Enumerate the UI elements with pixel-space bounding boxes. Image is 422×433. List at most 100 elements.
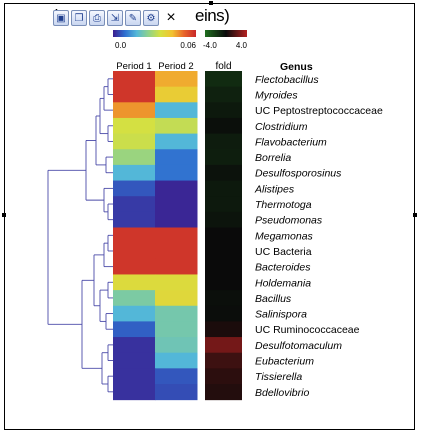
row-label: Bdellovibrio — [255, 387, 309, 399]
row-label: Holdemania — [255, 277, 311, 289]
row-label: UC Bacteria — [255, 246, 312, 258]
heatmap-cell — [155, 384, 198, 401]
row-label: Myroides — [255, 89, 298, 101]
save-icon[interactable]: ▣ — [53, 10, 69, 26]
heatmap-cell — [113, 102, 156, 119]
heatmap-cell — [113, 290, 156, 307]
heatmap-cell — [155, 117, 198, 135]
column-headers: Period 1 Period 2 fold Genus — [116, 61, 313, 73]
row-label: Thermotoga — [255, 199, 312, 211]
row-label: Flavobacterium — [255, 136, 327, 148]
heatmap-cell — [155, 196, 198, 213]
resize-handle-left[interactable] — [2, 213, 6, 217]
heatmap-cell — [113, 274, 156, 291]
fold-cell — [205, 274, 242, 291]
heatmap-cell — [155, 211, 198, 228]
row-labels: Flectobacillus Myroides UC Peptostreptococ… — [254, 74, 383, 399]
heatmap-cell — [155, 133, 198, 150]
fold-cell — [205, 305, 242, 322]
row-label: Bacillus — [255, 293, 292, 305]
fold-cell — [205, 117, 242, 135]
fold-cell — [205, 352, 242, 369]
row-label: Tissierella — [255, 371, 302, 383]
fold-cell — [205, 164, 242, 182]
fold-cell — [205, 243, 242, 260]
heatmap-cell — [155, 227, 198, 244]
fold-cell — [205, 133, 242, 150]
heatmap-cell — [113, 243, 156, 260]
resize-handle-top[interactable] — [209, 1, 213, 5]
heatmap-cell — [155, 258, 198, 275]
heatmap-cell — [113, 227, 156, 244]
heatmap-cell — [155, 149, 198, 166]
fold-cell — [205, 86, 242, 103]
fold-min-label: -4.0 — [203, 41, 217, 50]
edit-icon[interactable]: ✎ — [125, 10, 141, 26]
settings-icon[interactable]: ⚙ — [143, 10, 159, 26]
dendrogram — [47, 78, 113, 393]
row-label: Eubacterium — [255, 356, 314, 368]
fold-cell — [205, 337, 242, 354]
row-label: Megamonas — [255, 230, 314, 242]
heatmap-cell — [113, 305, 156, 322]
fold-max-label: 4.0 — [236, 41, 248, 50]
row-label: Desulfotomaculum — [255, 340, 342, 352]
heatmap-cell — [155, 274, 198, 291]
column-header-period-2: Period 2 — [158, 61, 193, 72]
fold-cell — [205, 102, 242, 119]
heatmap-cell — [113, 368, 156, 385]
heatmap-cell — [113, 71, 156, 88]
heatmap-cell — [155, 86, 198, 103]
heatmap-cell — [155, 180, 198, 197]
heatmap-cell — [155, 352, 198, 369]
column-header-period-1: Period 1 — [116, 61, 151, 72]
row-label: Desulfosporosinus — [255, 168, 342, 180]
row-label: UC Ruminococcaceae — [255, 324, 360, 336]
row-label: Pseudomonas — [255, 215, 323, 227]
fold-cell — [205, 180, 242, 197]
fold-cell — [205, 258, 242, 275]
heatmap-cell — [113, 180, 156, 197]
title-fragment: eins) — [195, 6, 230, 25]
heatmap-cell — [113, 164, 156, 182]
copy-icon[interactable]: ❐ — [71, 10, 87, 26]
row-label: Alistipes — [254, 183, 295, 195]
heatmap-cell — [155, 164, 198, 182]
heatmap-cell — [113, 337, 156, 354]
fold-cell — [205, 290, 242, 307]
heatmap-cell — [155, 243, 198, 260]
heatmap-cells — [113, 71, 242, 401]
fold-cell — [205, 71, 242, 88]
abundance-min-label: 0.0 — [115, 41, 127, 50]
column-header-fold: fold — [215, 61, 231, 72]
close-icon[interactable]: × — [166, 9, 176, 26]
row-label: Bacteroides — [255, 262, 311, 274]
row-label: UC Peptostreptococcaceae — [255, 105, 383, 117]
export-icon[interactable]: ⇲ — [107, 10, 123, 26]
fold-cell — [205, 384, 242, 401]
fold-cell — [205, 211, 242, 228]
fold-cell — [205, 227, 242, 244]
heatmap-cell — [113, 211, 156, 228]
fold-cell — [205, 368, 242, 385]
heatmap-cell — [155, 368, 198, 385]
abundance-max-label: 0.06 — [180, 41, 196, 50]
heatmap-cell — [155, 321, 198, 338]
heatmap-cell — [113, 321, 156, 338]
fold-cell — [205, 149, 242, 166]
legends: 0.0 0.06 -4.0 4.0 — [113, 30, 248, 50]
heatmap-cell — [113, 352, 156, 369]
print-icon[interactable]: ⎙ — [89, 10, 105, 26]
heatmap-cell — [113, 133, 156, 150]
heatmap-cell — [155, 71, 198, 88]
heatmap-cell — [113, 384, 156, 401]
row-label: Borrelia — [255, 152, 291, 164]
heatmap-cell — [113, 86, 156, 103]
heatmap-cell — [155, 337, 198, 354]
heatmap-cell — [113, 258, 156, 275]
fold-colorbar — [205, 30, 247, 37]
heatmap-cell — [113, 117, 156, 135]
resize-handle-right[interactable] — [413, 213, 417, 217]
row-label: Salinispora — [255, 309, 307, 321]
